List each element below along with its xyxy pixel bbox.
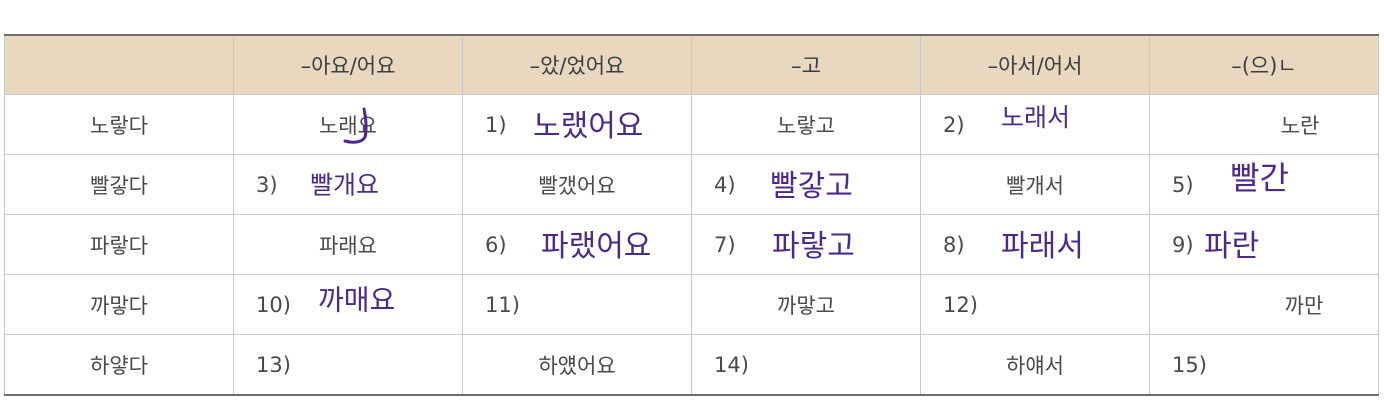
handwritten-answer: 파래서	[1001, 228, 1084, 264]
item-number: 2)	[943, 112, 965, 137]
handwritten-correction-mark	[343, 107, 368, 144]
given-form: 노란	[1280, 113, 1320, 138]
table-cell: 11)	[462, 274, 692, 336]
given-form: 하얬어요	[538, 353, 616, 378]
table-cell: 4) 빨갛고	[691, 154, 921, 216]
row-stem: 까맣다	[4, 274, 234, 336]
item-number: 9)	[1172, 232, 1194, 257]
conjugation-table: –아요/어요 –았/었어요 –고 –아서/어서 –(으)ㄴ 노랗다 노래요 1)	[4, 34, 1379, 397]
item-number: 6)	[485, 232, 507, 257]
table-row: 노랗다 노래요 1) 노랬어요 노랗고 2) 노래서	[4, 93, 1379, 156]
item-number: 10)	[256, 292, 291, 317]
row-stem: 빨갛다	[4, 154, 234, 216]
table-cell: 빨갰어요	[462, 154, 692, 216]
header-go: –고	[691, 34, 921, 95]
handwritten-answer: 빨개요	[310, 170, 380, 200]
table-cell: 2) 노래서	[920, 93, 1150, 156]
table-cell: 7) 파랗고	[691, 214, 921, 276]
table-cell: 노래요	[233, 93, 463, 156]
handwritten-answer: 까매요	[318, 283, 396, 317]
table-cell: 8) 파래서	[920, 214, 1150, 276]
table-cell: 9) 파란	[1149, 214, 1379, 276]
table-cell: 12)	[920, 274, 1150, 336]
handwritten-answer: 노랬어요	[533, 108, 644, 144]
header-past-eosseoyo: –았/었어요	[462, 34, 692, 95]
table-cell: 5) 빨간	[1149, 154, 1379, 216]
handwritten-answer: 빨갛고	[770, 168, 853, 204]
item-number: 4)	[714, 172, 736, 197]
table-cell: 1) 노랬어요	[462, 93, 692, 156]
item-number: 8)	[943, 232, 965, 257]
handwritten-answer: 파랗고	[772, 228, 855, 264]
table-cell: 14)	[691, 334, 921, 397]
given-form: 까맣고	[777, 293, 835, 318]
given-form: 파래요	[319, 233, 377, 258]
handwritten-answer: 파란	[1204, 228, 1260, 264]
item-number: 15)	[1172, 352, 1207, 377]
item-number: 3)	[256, 172, 278, 197]
item-number: 11)	[485, 292, 520, 317]
given-form: 까만	[1284, 293, 1324, 318]
table-row: 빨갛다 3) 빨개요 빨갰어요 4) 빨갛고 빨개서 5) 빨간	[4, 154, 1379, 216]
item-number: 1)	[485, 112, 507, 137]
item-number: 7)	[714, 232, 736, 257]
handwritten-answer: 파랬어요	[541, 228, 652, 264]
table-cell: 3) 빨개요	[233, 154, 463, 216]
table-cell: 하얬어요	[462, 334, 692, 397]
table-cell: 6) 파랬어요	[462, 214, 692, 276]
given-form: 노랗고	[777, 113, 835, 138]
handwritten-answer: 빨간	[1230, 158, 1289, 197]
table-cell: 노랗고	[691, 93, 921, 156]
given-form: 하얘서	[1006, 353, 1064, 378]
row-stem: 노랗다	[4, 93, 234, 156]
item-number: 14)	[714, 352, 749, 377]
table-cell: 노란	[1149, 93, 1379, 156]
table-cell: 10) 까매요	[233, 274, 463, 336]
table-cell: 빨개서	[920, 154, 1150, 216]
table-cell: 파래요	[233, 214, 463, 276]
handwritten-answer: 노래서	[1001, 102, 1071, 132]
row-stem: 하얗다	[4, 334, 234, 397]
table-cell: 까맣고	[691, 274, 921, 336]
header-row: –아요/어요 –았/었어요 –고 –아서/어서 –(으)ㄴ	[4, 34, 1379, 95]
table-row: 까맣다 10) 까매요 11) 까맣고 12) 까만	[4, 274, 1379, 336]
table-row: 파랗다 파래요 6) 파랬어요 7) 파랗고 8) 파래서 9)	[4, 214, 1379, 276]
given-form: 빨개서	[1006, 173, 1064, 198]
header-ayo-eoyo: –아요/어요	[233, 34, 463, 95]
item-number: 13)	[256, 352, 291, 377]
given-form: 빨갰어요	[538, 173, 616, 198]
item-number: 5)	[1172, 172, 1194, 197]
header-eun-modifier: –(으)ㄴ	[1149, 34, 1379, 95]
row-stem: 파랗다	[4, 214, 234, 276]
item-number: 12)	[943, 292, 978, 317]
table-cell: 13)	[233, 334, 463, 397]
table-cell: 까만	[1149, 274, 1379, 336]
table-row: 하얗다 13) 하얬어요 14) 하얘서 15)	[4, 334, 1379, 397]
header-corner	[4, 34, 234, 95]
table-cell: 15)	[1149, 334, 1379, 397]
table-cell: 하얘서	[920, 334, 1150, 397]
header-aseo-eoseo: –아서/어서	[920, 34, 1150, 95]
